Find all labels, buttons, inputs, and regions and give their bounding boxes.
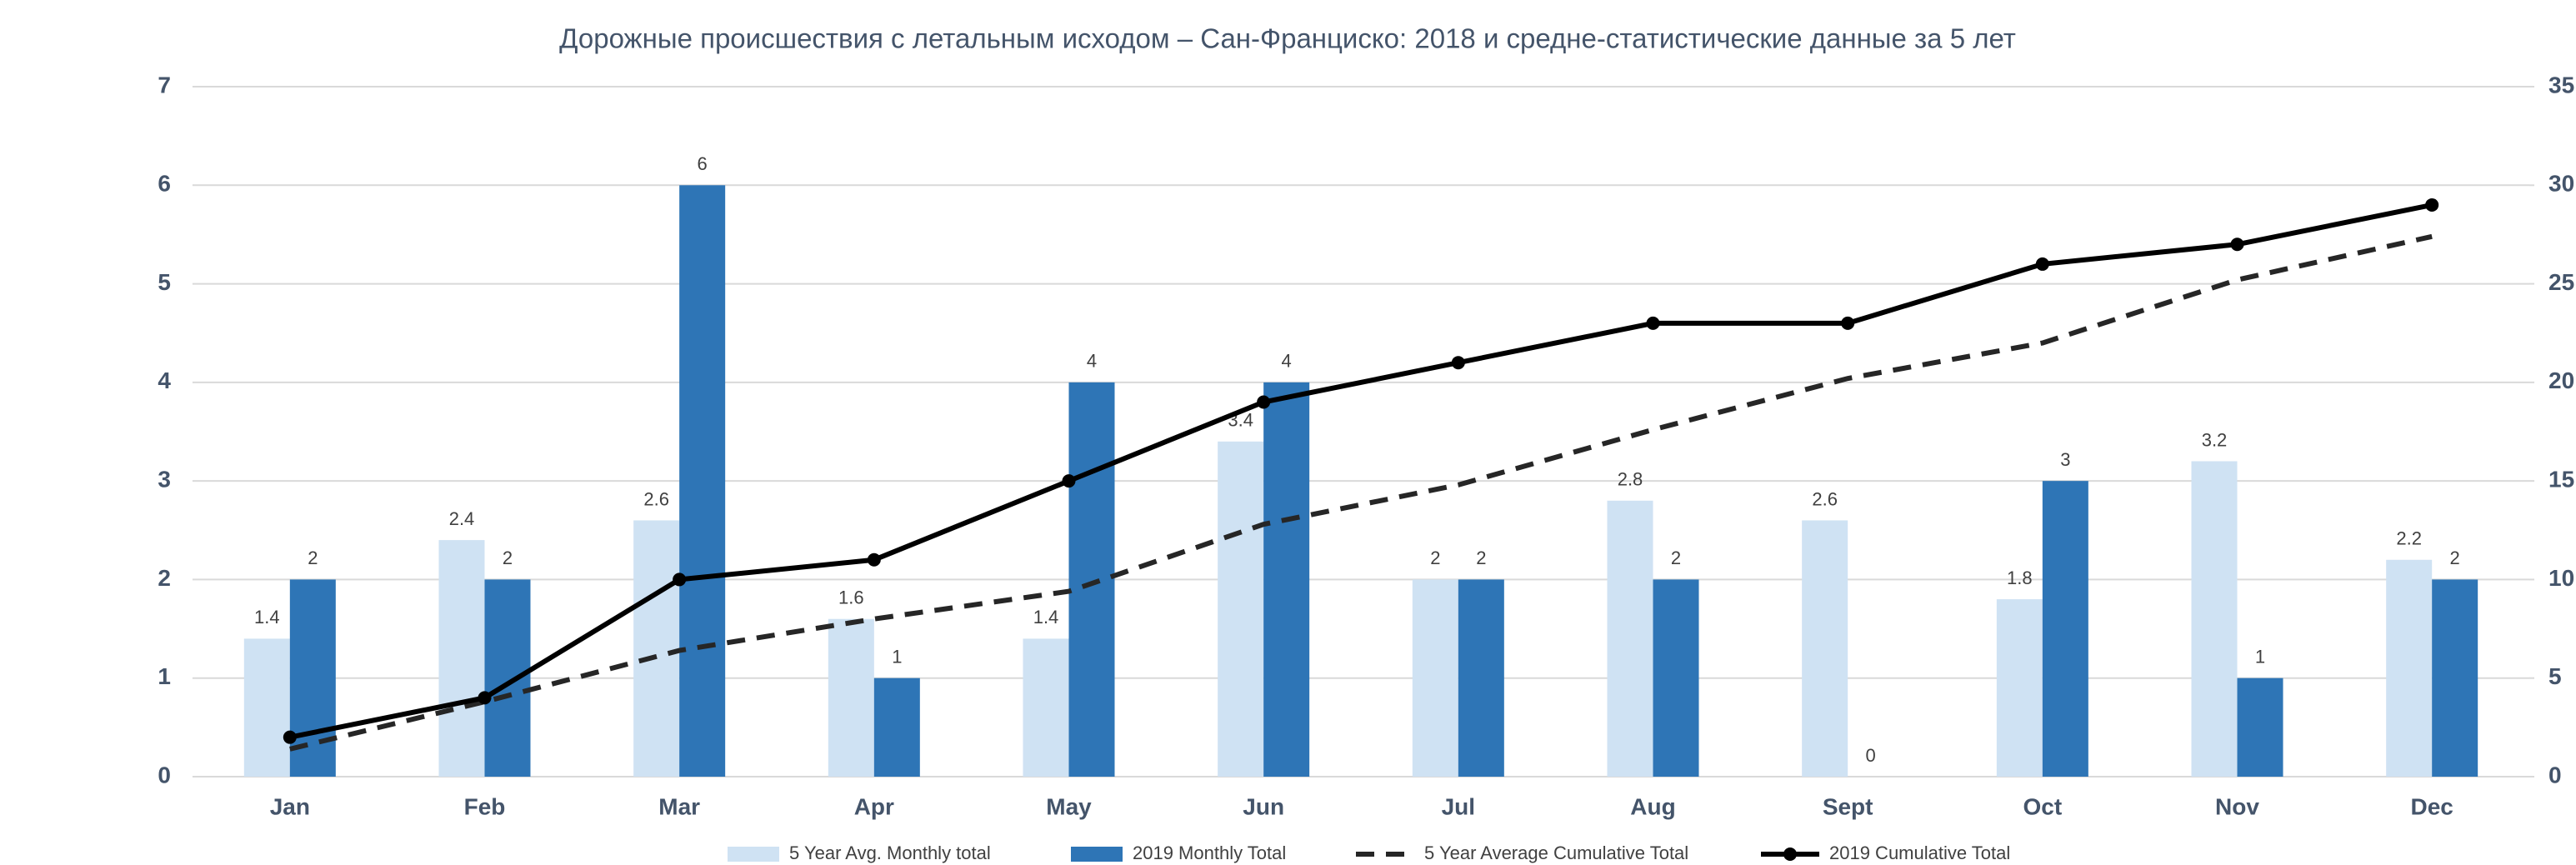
bar bbox=[2237, 678, 2283, 777]
value-label: 2.2 bbox=[2396, 528, 2422, 549]
bar bbox=[2386, 559, 2433, 777]
value-label: 1.8 bbox=[2007, 568, 2033, 588]
x-tick-label: Sept bbox=[1823, 793, 1873, 819]
value-label: 2.6 bbox=[1812, 488, 1838, 509]
x-tick-label: Jun bbox=[1243, 793, 1284, 819]
marker bbox=[1841, 316, 1855, 330]
value-label: 2 bbox=[2450, 548, 2460, 568]
value-label: 2.8 bbox=[1618, 469, 1643, 490]
y-tick-label: 4 bbox=[158, 368, 171, 393]
y-tick-label: 6 bbox=[158, 171, 171, 197]
value-label: 3.2 bbox=[2202, 429, 2228, 450]
x-tick-label: Nov bbox=[2215, 793, 2259, 819]
bar bbox=[873, 678, 920, 777]
y2-tick-label: 35 bbox=[2548, 72, 2574, 98]
value-label: 1 bbox=[892, 647, 902, 668]
marker bbox=[867, 552, 881, 567]
y2-tick-label: 15 bbox=[2548, 467, 2574, 492]
y-tick-label: 0 bbox=[158, 762, 171, 788]
bar bbox=[1458, 579, 1504, 777]
bar bbox=[2042, 481, 2088, 777]
value-label: 4 bbox=[1282, 351, 1292, 372]
x-tick-label: Jul bbox=[1442, 793, 1475, 819]
x-tick-label: Apr bbox=[854, 793, 894, 819]
value-label: 3 bbox=[2060, 449, 2070, 470]
value-label: 2 bbox=[308, 548, 318, 568]
line bbox=[289, 233, 2433, 752]
value-label: 2 bbox=[1671, 548, 1681, 568]
marker bbox=[478, 691, 492, 705]
y-tick-label: 3 bbox=[158, 467, 171, 492]
value-label: 2.6 bbox=[643, 488, 669, 509]
marker bbox=[2425, 198, 2439, 212]
bar bbox=[1263, 382, 1310, 777]
legend-swatch bbox=[728, 847, 779, 862]
bar bbox=[1218, 441, 1264, 777]
bar bbox=[633, 520, 680, 777]
legend-label: 5 Year Average Cumulative Total bbox=[1424, 842, 1688, 863]
value-label: 1.6 bbox=[838, 588, 864, 608]
y2-tick-label: 5 bbox=[2548, 663, 2562, 689]
bar bbox=[1653, 579, 1699, 777]
y2-tick-label: 25 bbox=[2548, 269, 2574, 295]
value-label: 1.4 bbox=[1033, 607, 1059, 628]
bar bbox=[243, 638, 290, 777]
x-tick-label: Mar bbox=[658, 793, 700, 819]
y-tick-label: 7 bbox=[158, 72, 171, 98]
value-label: 4 bbox=[1087, 351, 1097, 372]
y-tick-label: 5 bbox=[158, 269, 171, 295]
x-tick-label: Dec bbox=[2410, 793, 2453, 819]
marker bbox=[1257, 395, 1271, 409]
y2-tick-label: 20 bbox=[2548, 368, 2574, 393]
marker bbox=[2230, 238, 2244, 252]
y2-tick-label: 10 bbox=[2548, 565, 2574, 591]
value-label: 2 bbox=[1430, 548, 1440, 568]
marker bbox=[2035, 257, 2049, 271]
marker bbox=[1062, 474, 1076, 488]
marker bbox=[283, 730, 297, 744]
x-tick-label: Aug bbox=[1630, 793, 1675, 819]
value-label: 6 bbox=[698, 153, 708, 174]
bar bbox=[289, 579, 336, 777]
chart-title: Дорожные происшествия с летальным исходо… bbox=[559, 23, 2016, 54]
bar bbox=[1607, 500, 1653, 777]
bar bbox=[828, 618, 874, 777]
y2-tick-label: 30 bbox=[2548, 171, 2574, 197]
bar bbox=[1023, 638, 1069, 777]
x-tick-label: Jan bbox=[270, 793, 310, 819]
value-label: 2 bbox=[503, 548, 513, 568]
value-label: 2.4 bbox=[449, 508, 475, 529]
bar bbox=[484, 579, 531, 777]
y-tick-label: 1 bbox=[158, 663, 171, 689]
y2-tick-label: 0 bbox=[2548, 762, 2562, 788]
bar bbox=[679, 185, 726, 778]
value-label: 1 bbox=[2255, 647, 2265, 668]
bar bbox=[1996, 599, 2043, 777]
legend-label: 2019 Monthly Total bbox=[1133, 842, 1286, 863]
legend-label: 5 Year Avg. Monthly total bbox=[789, 842, 991, 863]
bar bbox=[2432, 579, 2478, 777]
bar bbox=[1068, 382, 1115, 777]
bar bbox=[438, 540, 485, 777]
legend-swatch bbox=[1071, 847, 1123, 862]
bar bbox=[2191, 461, 2238, 777]
line bbox=[289, 202, 2433, 740]
legend-marker bbox=[1783, 848, 1797, 861]
marker bbox=[1646, 316, 1660, 330]
marker bbox=[673, 572, 687, 587]
value-label: 2 bbox=[1476, 548, 1486, 568]
value-label: 0 bbox=[1866, 745, 1876, 766]
value-label: 1.4 bbox=[254, 607, 280, 628]
x-tick-label: Feb bbox=[464, 793, 506, 819]
bar bbox=[1412, 579, 1458, 777]
legend-label: 2019 Cumulative Total bbox=[1829, 842, 2010, 863]
x-tick-label: Oct bbox=[2023, 793, 2062, 819]
marker bbox=[1451, 356, 1465, 370]
bar bbox=[1802, 520, 1848, 777]
x-tick-label: May bbox=[1046, 793, 1092, 819]
y-tick-label: 2 bbox=[158, 565, 171, 591]
